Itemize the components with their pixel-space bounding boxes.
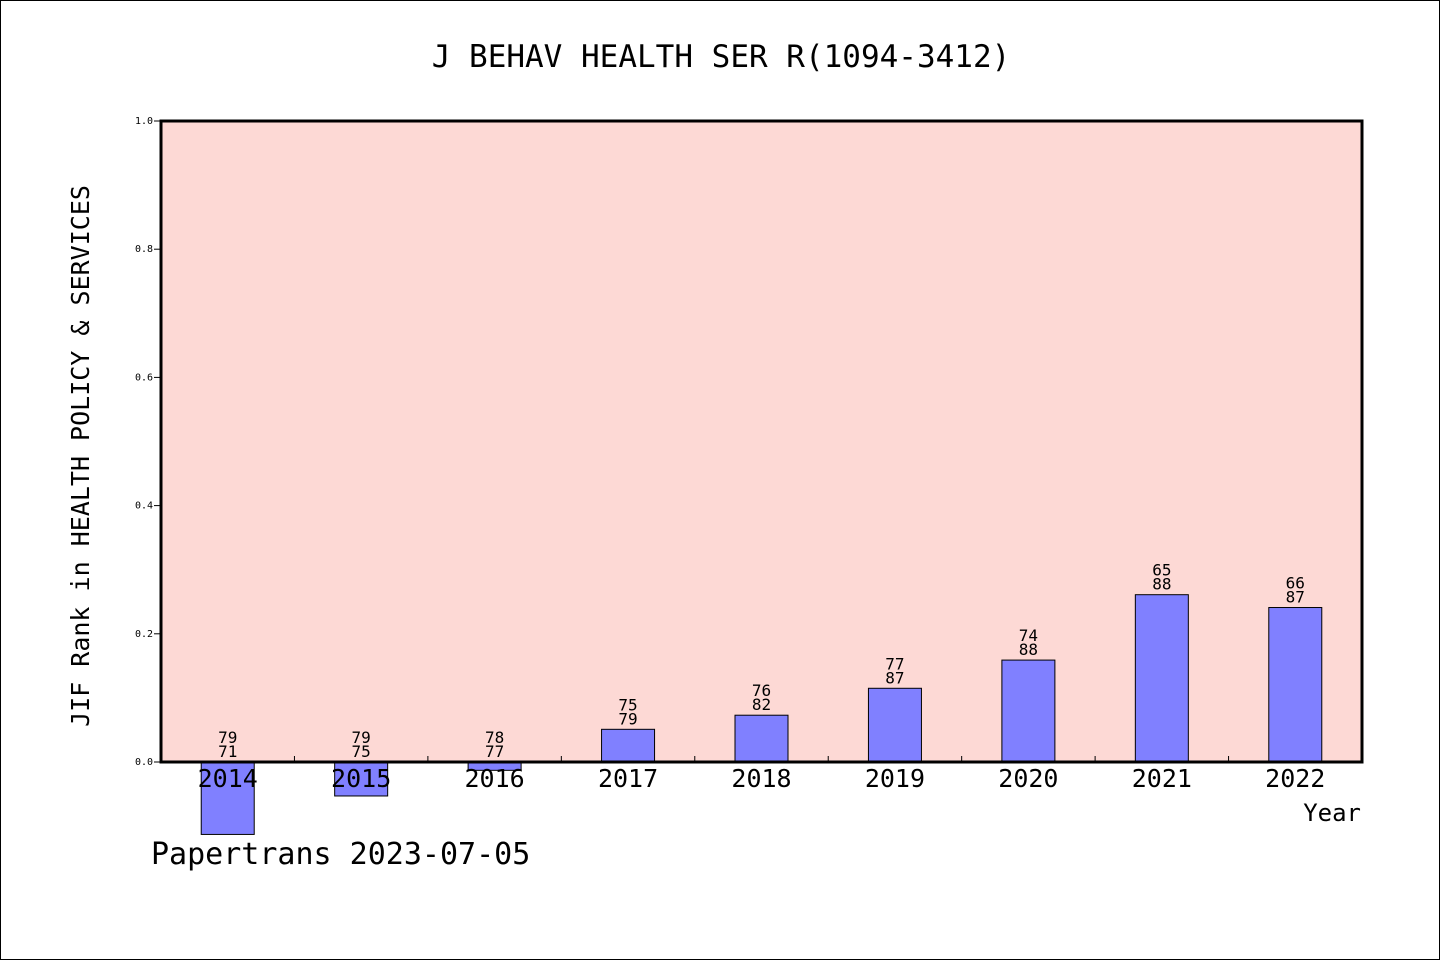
y-tick-label: 0.0 — [135, 757, 153, 768]
data-label-total: 77 — [485, 742, 504, 761]
data-label-rank: 79 — [352, 728, 371, 747]
data-label-rank: 78 — [485, 728, 504, 747]
bar-2020 — [1001, 659, 1056, 763]
chart-title: J BEHAV HEALTH SER R(1094-3412) — [432, 39, 1011, 75]
bar-2018 — [734, 714, 789, 763]
data-label-total: 87 — [885, 668, 904, 687]
x-tick-label: 2020 — [998, 764, 1058, 793]
data-label-total: 87 — [1286, 588, 1305, 607]
data-label-total: 71 — [218, 742, 237, 761]
y-tick-label: 0.8 — [135, 244, 153, 255]
data-label-total: 88 — [1152, 575, 1171, 594]
data-label-rank: 74 — [1019, 626, 1038, 645]
x-tick-label: 2016 — [465, 764, 525, 793]
plot-border — [159, 119, 1364, 764]
x-tick-label: 2015 — [331, 764, 391, 793]
y-tick-label: 0.2 — [135, 629, 153, 640]
bar-2021 — [1134, 594, 1189, 763]
y-tick-label: 0.4 — [135, 501, 153, 512]
x-tick-label: 2014 — [198, 764, 258, 793]
x-axis-label: Year — [1303, 799, 1361, 827]
y-axis: 0.0 0.2 0.4 0.6 0.8 1.0 — [135, 116, 161, 768]
bar-2014 — [200, 761, 255, 835]
data-label-rank: 76 — [752, 681, 771, 700]
data-label-rank: 75 — [618, 695, 637, 714]
bar-2022 — [1268, 607, 1323, 763]
x-axis: 2014 2015 2016 2017 2018 2019 2020 2021 2022 — [198, 756, 1325, 793]
data-label-rank: 79 — [218, 728, 237, 747]
bars-group — [200, 594, 1323, 835]
data-label-total: 88 — [1019, 640, 1038, 659]
data-label-rank: 66 — [1286, 574, 1305, 593]
x-tick-label: 2018 — [731, 764, 791, 793]
bar-2017 — [601, 728, 656, 763]
x-tick-label: 2019 — [865, 764, 925, 793]
y-tick-label: 0.6 — [135, 372, 153, 383]
y-tick-label: 1.0 — [135, 116, 153, 127]
data-label-rank: 77 — [885, 654, 904, 673]
data-label-rank: 65 — [1152, 561, 1171, 580]
data-label-total: 79 — [618, 709, 637, 728]
y-axis-label: JIF Rank in HEALTH POLICY & SERVICES — [66, 185, 95, 727]
x-tick-label: 2017 — [598, 764, 658, 793]
watermark-text: Papertrans 2023-07-05 — [151, 837, 530, 872]
data-label-total: 82 — [752, 695, 771, 714]
bar-2019 — [867, 687, 922, 763]
x-tick-label: 2022 — [1265, 764, 1325, 793]
x-tick-label: 2021 — [1132, 764, 1192, 793]
data-label-total: 75 — [352, 742, 371, 761]
